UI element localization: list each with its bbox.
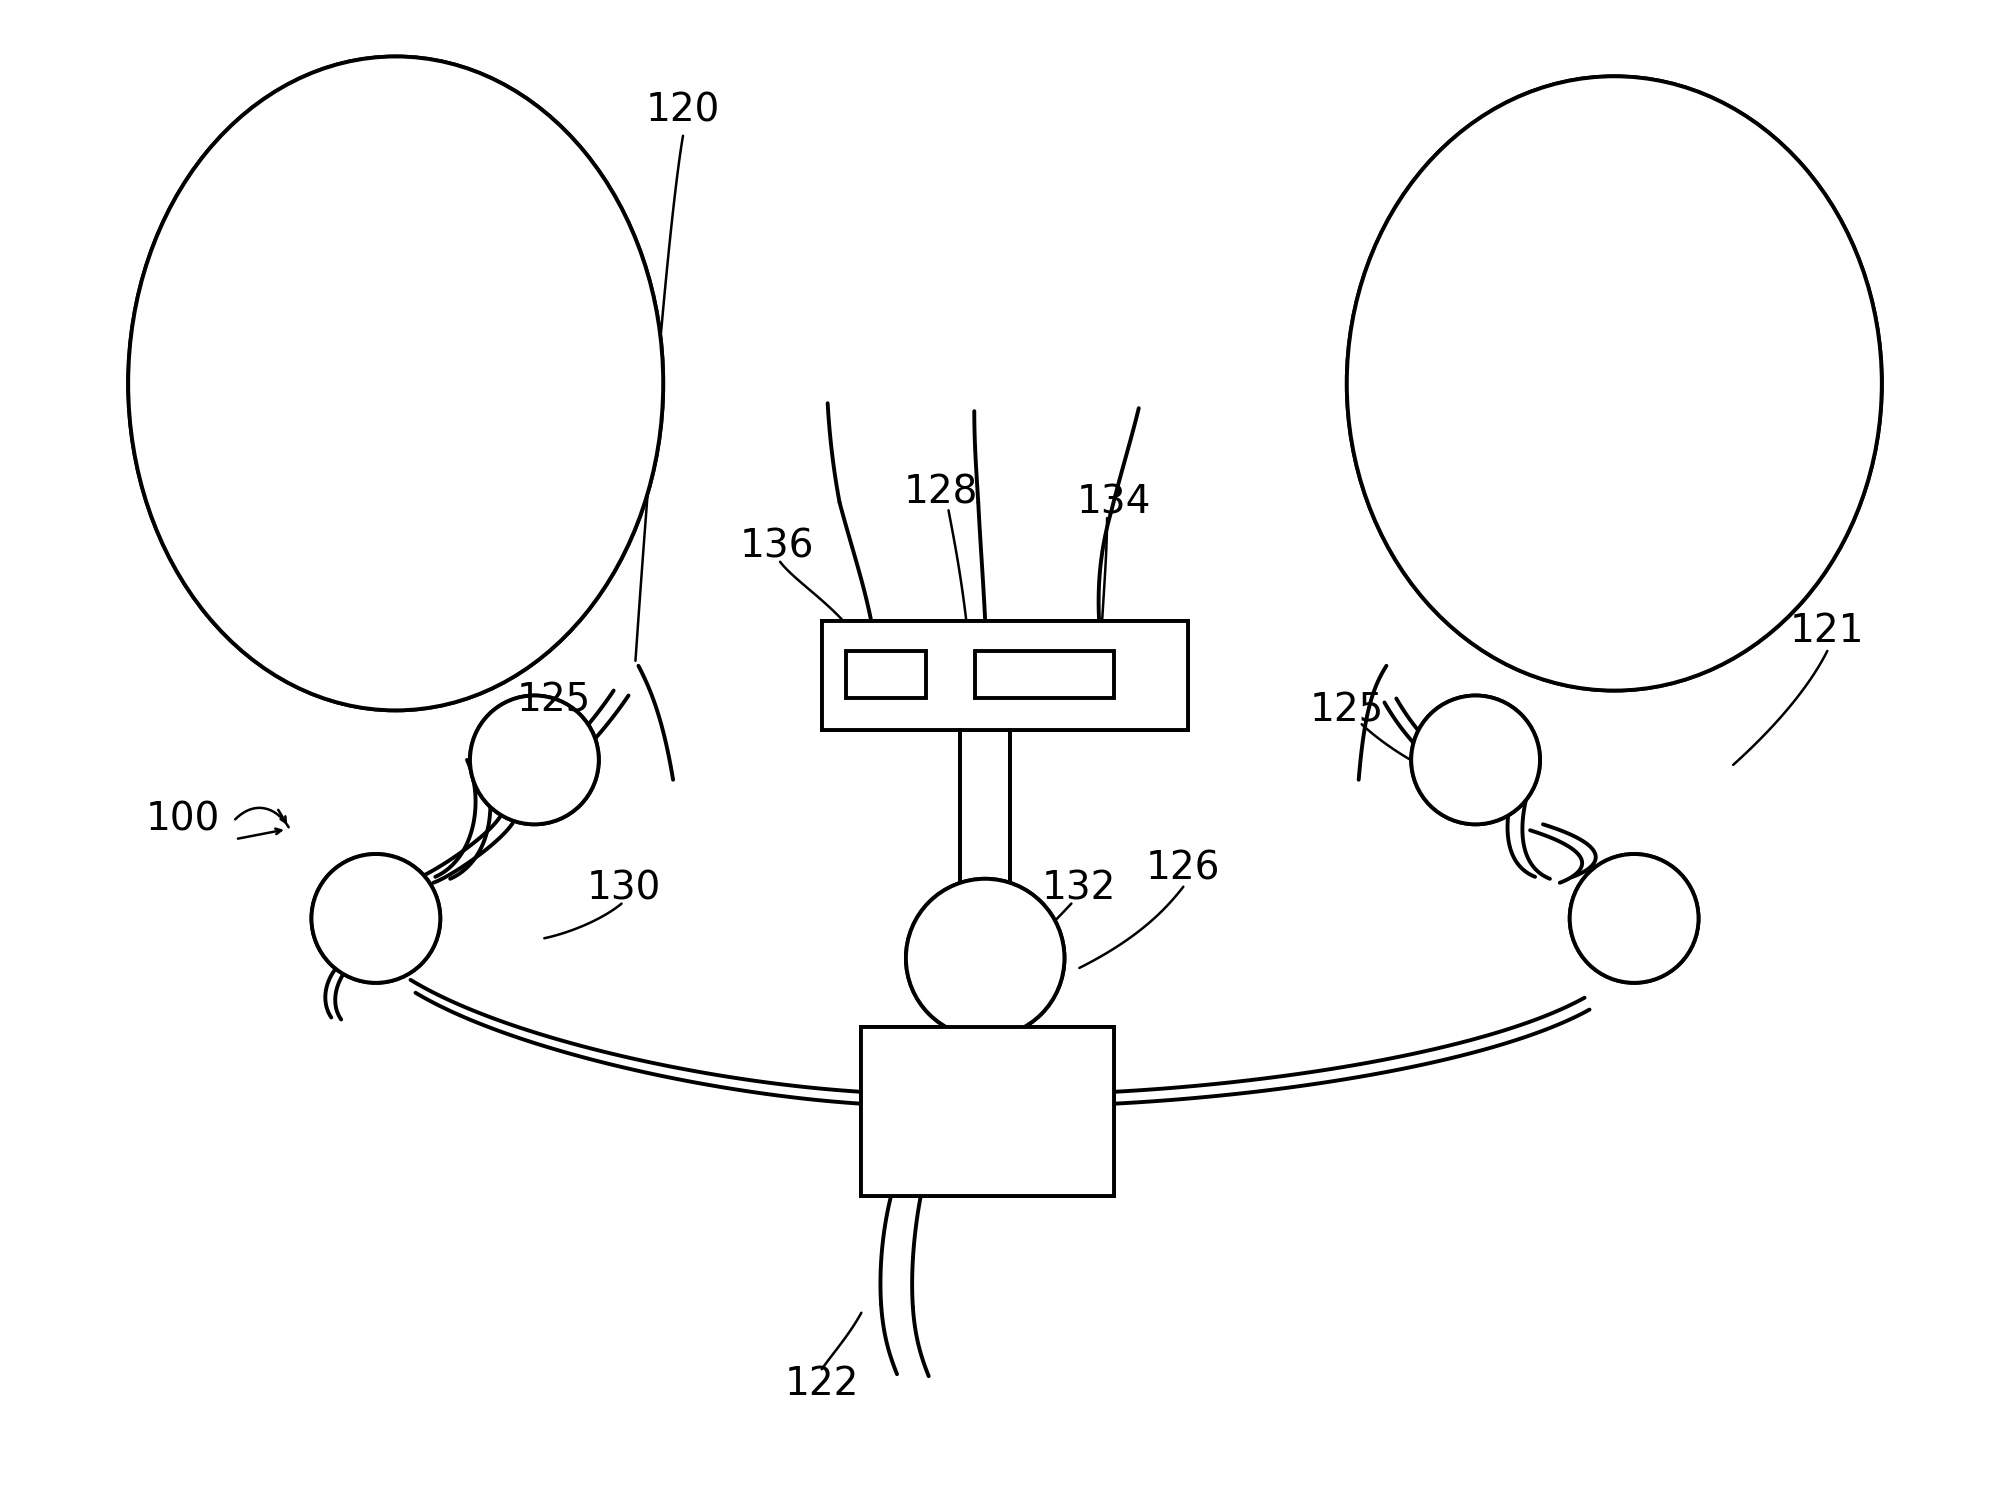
Bar bbox=[822, 621, 1187, 729]
Circle shape bbox=[906, 878, 1065, 1037]
Bar bbox=[846, 651, 926, 698]
Circle shape bbox=[470, 695, 599, 824]
Text: 130: 130 bbox=[587, 869, 661, 908]
Circle shape bbox=[311, 854, 440, 983]
Bar bbox=[862, 1027, 1113, 1196]
Bar bbox=[862, 1027, 1113, 1196]
Ellipse shape bbox=[1346, 77, 1882, 690]
Text: 121: 121 bbox=[1790, 612, 1864, 650]
Bar bbox=[822, 621, 1187, 729]
Circle shape bbox=[906, 878, 1065, 1037]
Bar bbox=[974, 651, 1113, 698]
Circle shape bbox=[470, 695, 599, 824]
Text: 122: 122 bbox=[786, 1364, 860, 1403]
Circle shape bbox=[1569, 854, 1698, 983]
Text: 128: 128 bbox=[904, 473, 978, 512]
Circle shape bbox=[1569, 854, 1698, 983]
Text: 100: 100 bbox=[145, 800, 219, 839]
Text: 134: 134 bbox=[1077, 483, 1151, 521]
Circle shape bbox=[1410, 695, 1541, 824]
Text: 126: 126 bbox=[1145, 850, 1221, 889]
Bar bbox=[846, 651, 926, 698]
Text: 120: 120 bbox=[645, 92, 719, 131]
Text: 136: 136 bbox=[739, 528, 814, 566]
Bar bbox=[974, 651, 1113, 698]
Ellipse shape bbox=[1346, 77, 1882, 690]
Circle shape bbox=[1410, 695, 1541, 824]
Text: 132: 132 bbox=[1043, 869, 1117, 908]
Ellipse shape bbox=[129, 57, 663, 710]
Circle shape bbox=[311, 854, 440, 983]
Text: 125: 125 bbox=[516, 681, 591, 719]
Ellipse shape bbox=[129, 57, 663, 710]
Text: 125: 125 bbox=[1310, 692, 1384, 729]
